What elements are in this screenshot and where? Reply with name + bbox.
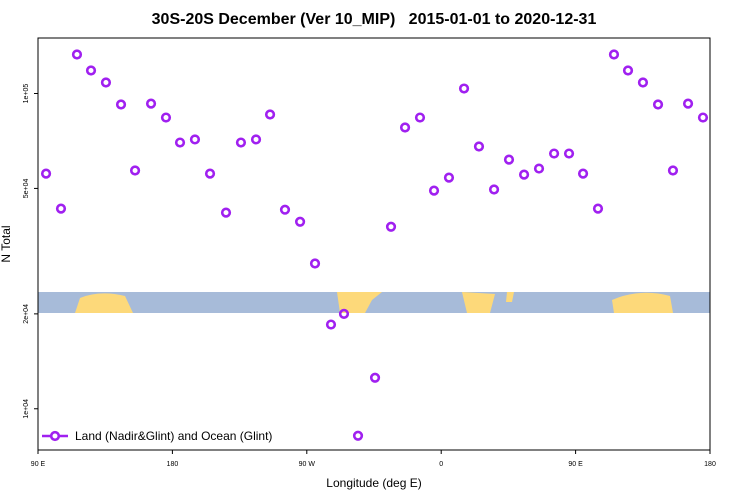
data-point (115, 99, 127, 110)
land-patch (462, 292, 495, 313)
legend-label: Land (Nadir&Glint) and Ocean (Glint) (75, 429, 272, 443)
data-point (637, 77, 649, 88)
data-point (40, 168, 52, 179)
data-point (592, 203, 604, 214)
data-point (174, 137, 186, 148)
land-ocean-map (38, 292, 710, 313)
data-point (145, 98, 157, 109)
land-patch (612, 292, 673, 313)
plot-area (38, 38, 710, 450)
data-point (488, 184, 500, 195)
y-tick-label: 1e+04 (23, 399, 30, 419)
data-point (518, 169, 530, 180)
data-point (697, 112, 709, 123)
land-patch (506, 292, 514, 302)
data-point (55, 203, 67, 214)
data-point (577, 168, 589, 179)
x-tick-label: 90 W (299, 461, 316, 468)
x-tick-label: 180 (704, 461, 716, 468)
data-point (294, 216, 306, 227)
data-point (100, 77, 112, 88)
x-tick-label: 180 (167, 461, 179, 468)
data-point (385, 221, 397, 232)
data-point (325, 319, 337, 330)
data-point (220, 207, 232, 218)
land-patch (75, 293, 133, 313)
data-point (85, 65, 97, 76)
plot-frame (37, 37, 711, 451)
data-point (352, 430, 364, 441)
data-point (458, 83, 470, 94)
data-point (548, 148, 560, 159)
land-patch (337, 292, 382, 313)
data-point (250, 134, 262, 145)
data-point (235, 137, 247, 148)
data-point (279, 204, 291, 215)
data-point (563, 148, 575, 159)
data-point (204, 168, 216, 179)
data-point (399, 122, 411, 133)
data-point (443, 172, 455, 183)
data-point (503, 154, 515, 165)
data-point (652, 99, 664, 110)
x-tick-label: 0 (439, 461, 443, 468)
data-point (622, 65, 634, 76)
data-point (309, 258, 321, 269)
data-point (264, 109, 276, 120)
data-point (428, 185, 440, 196)
ocean-band (38, 292, 710, 313)
chart-title: 30S-20S December (Ver 10_MIP) 2015-01-01… (152, 11, 597, 28)
y-tick-label: 1e+05 (23, 84, 30, 104)
x-axis-label: Longitude (deg E) (326, 476, 421, 490)
data-point (189, 134, 201, 145)
y-tick-label: 2e+04 (23, 304, 30, 324)
data-point (533, 163, 545, 174)
x-tick-label: 90 E (568, 461, 583, 468)
y-axis-label: N Total (0, 225, 13, 262)
data-point (129, 165, 141, 176)
y-tick-label: 5e+04 (23, 178, 30, 198)
data-point (71, 49, 83, 60)
data-point (160, 112, 172, 123)
data-point (473, 141, 485, 152)
data-point (608, 49, 620, 60)
legend-marker (49, 430, 61, 442)
x-tick-label: 90 E (31, 461, 46, 468)
data-point (667, 165, 679, 176)
data-point (369, 372, 381, 383)
data-point (682, 98, 694, 109)
data-point (338, 308, 350, 319)
data-point (414, 112, 426, 123)
